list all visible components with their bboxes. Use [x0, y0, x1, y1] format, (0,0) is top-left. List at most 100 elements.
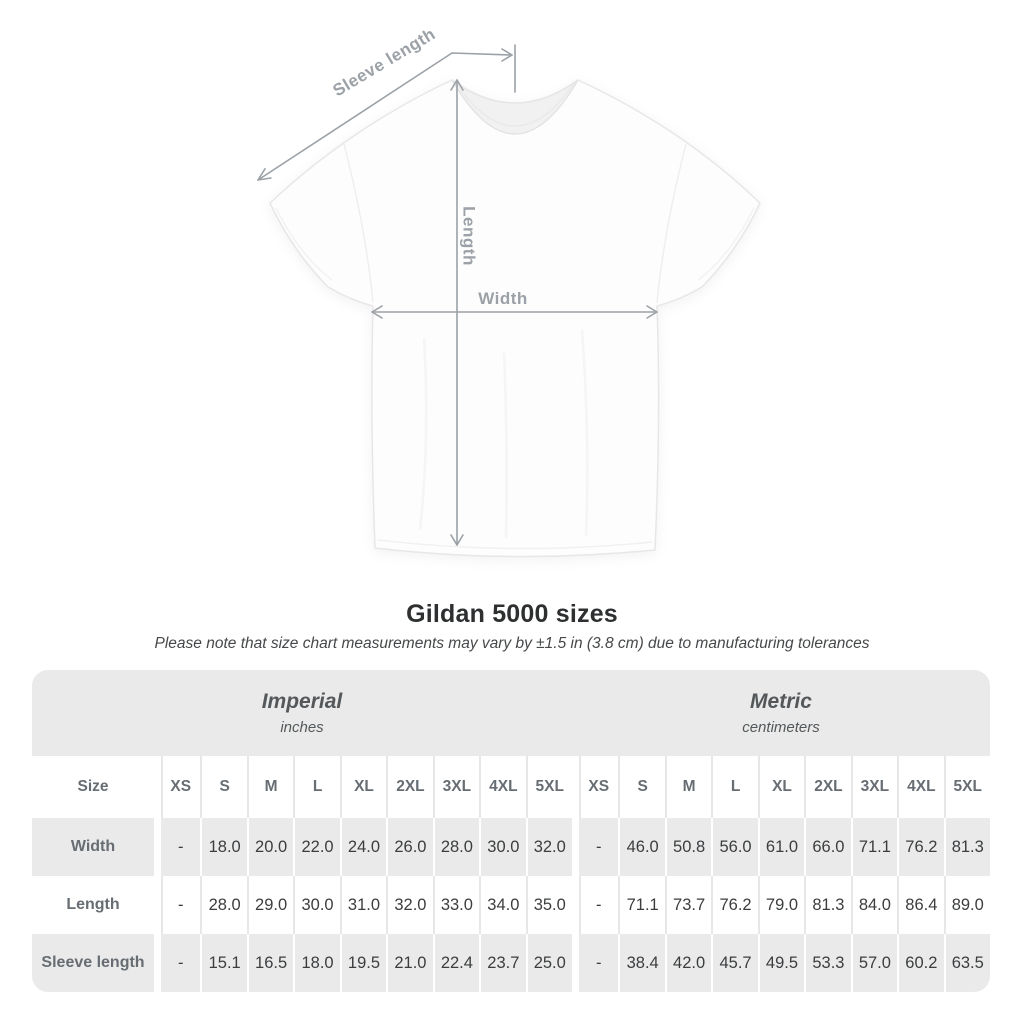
size-column-header-metric: 5XL [943, 756, 990, 818]
size-value-imperial: 25.0 [525, 934, 572, 992]
size-column-header-metric: S [618, 756, 665, 818]
size-value-metric: 66.0 [804, 818, 851, 876]
size-value-imperial: 30.0 [479, 818, 526, 876]
tshirt-silhouette [269, 79, 761, 558]
size-column-header-metric: XS [571, 756, 619, 818]
fabric-fold [418, 337, 428, 531]
size-column-header-imperial: 3XL [432, 756, 480, 818]
tshirt-measurement-diagram: Sleeve length Length Width [257, 24, 761, 558]
sleeve-length-arrow [257, 48, 513, 181]
size-value-metric: 50.8 [664, 818, 712, 876]
sleeve-length-label: Sleeve length [330, 24, 439, 100]
size-column-header-imperial: S [200, 756, 247, 818]
size-value-metric: 42.0 [664, 934, 712, 992]
size-column-header-imperial: 4XL [479, 756, 526, 818]
size-column-header-metric: M [664, 756, 712, 818]
size-value-metric: 71.1 [850, 818, 898, 876]
imperial-unit: inches [280, 719, 324, 736]
size-table: Imperial inches Metric centimeters Size X… [32, 670, 990, 992]
size-value-imperial: 16.5 [246, 934, 294, 992]
size-value-metric: 57.0 [850, 934, 898, 992]
size-value-imperial: 22.4 [432, 934, 480, 992]
imperial-section-header: Imperial inches [32, 670, 572, 756]
right-sleeve-hem-seam [697, 207, 755, 281]
size-column-header-metric: XL [757, 756, 805, 818]
row-label: Width [32, 818, 154, 876]
size-value-imperial: 30.0 [293, 876, 340, 934]
size-value-imperial: 31.0 [339, 876, 387, 934]
left-sleeve-hem-seam [275, 207, 333, 281]
collar-mid-seam [454, 81, 576, 127]
size-value-metric: 89.0 [943, 876, 990, 934]
size-value-imperial: 26.0 [386, 818, 433, 876]
size-value-metric: 46.0 [618, 818, 665, 876]
size-value-imperial: 28.0 [432, 818, 480, 876]
metric-section-header: Metric centimeters [571, 670, 990, 756]
size-value-imperial: 15.1 [200, 934, 247, 992]
size-corner-header: Size [32, 756, 154, 818]
size-value-metric: 61.0 [757, 818, 805, 876]
left-armhole-seam [343, 143, 374, 304]
size-value-metric: 81.3 [804, 876, 851, 934]
size-value-metric: 76.2 [897, 818, 944, 876]
size-value-metric: 45.7 [711, 934, 758, 992]
size-value-imperial: 32.0 [525, 818, 572, 876]
size-value-metric: 49.5 [757, 934, 805, 992]
size-column-header-imperial: M [246, 756, 294, 818]
size-value-imperial: 20.0 [246, 818, 294, 876]
size-column-header-imperial: XL [339, 756, 387, 818]
size-value-imperial: 22.0 [293, 818, 340, 876]
size-value-metric: - [571, 934, 619, 992]
size-value-imperial: 32.0 [386, 876, 433, 934]
imperial-title: Imperial [261, 690, 343, 713]
size-column-header-imperial: 5XL [525, 756, 572, 818]
size-value-imperial: 24.0 [339, 818, 387, 876]
size-value-imperial: 29.0 [246, 876, 294, 934]
size-value-imperial: - [154, 876, 201, 934]
width-arrow [371, 305, 658, 319]
metric-unit: centimeters [742, 719, 820, 736]
size-value-imperial: 21.0 [386, 934, 433, 992]
size-value-metric: 84.0 [850, 876, 898, 934]
bottom-hem-seam [377, 539, 653, 550]
size-value-imperial: 33.0 [432, 876, 480, 934]
size-value-imperial: 18.0 [200, 818, 247, 876]
size-value-metric: 63.5 [943, 934, 990, 992]
size-value-metric: 56.0 [711, 818, 758, 876]
size-value-imperial: 23.7 [479, 934, 526, 992]
size-value-metric: 79.0 [757, 876, 805, 934]
size-value-metric: 81.3 [943, 818, 990, 876]
size-value-imperial: - [154, 818, 201, 876]
size-value-metric: 53.3 [804, 934, 851, 992]
width-label: Width [478, 289, 528, 308]
size-column-header-metric: 2XL [804, 756, 851, 818]
size-value-imperial: 35.0 [525, 876, 572, 934]
size-column-header-metric: L [711, 756, 758, 818]
collar-inner-seam [451, 79, 579, 104]
row-label: Sleeve length [32, 934, 154, 992]
size-value-metric: 71.1 [618, 876, 665, 934]
size-value-imperial: 28.0 [200, 876, 247, 934]
collar-outer-seam [451, 79, 579, 135]
size-value-metric: 86.4 [897, 876, 944, 934]
size-column-header-imperial: 2XL [386, 756, 433, 818]
metric-title: Metric [750, 690, 812, 713]
page-subtitle: Please note that size chart measurements… [154, 635, 870, 652]
fabric-fold [580, 329, 589, 537]
size-column-header-imperial: XS [154, 756, 201, 818]
size-column-header-metric: 4XL [897, 756, 944, 818]
fabric-fold [502, 352, 508, 539]
size-value-imperial: 18.0 [293, 934, 340, 992]
page-title: Gildan 5000 sizes [406, 600, 618, 628]
row-label: Length [32, 876, 154, 934]
size-value-imperial: 34.0 [479, 876, 526, 934]
size-value-metric: - [571, 876, 619, 934]
size-value-metric: - [571, 818, 619, 876]
size-column-header-imperial: L [293, 756, 340, 818]
size-value-imperial: 19.5 [339, 934, 387, 992]
size-value-imperial: - [154, 934, 201, 992]
right-armhole-seam [656, 143, 687, 304]
size-value-metric: 60.2 [897, 934, 944, 992]
size-column-header-metric: 3XL [850, 756, 898, 818]
